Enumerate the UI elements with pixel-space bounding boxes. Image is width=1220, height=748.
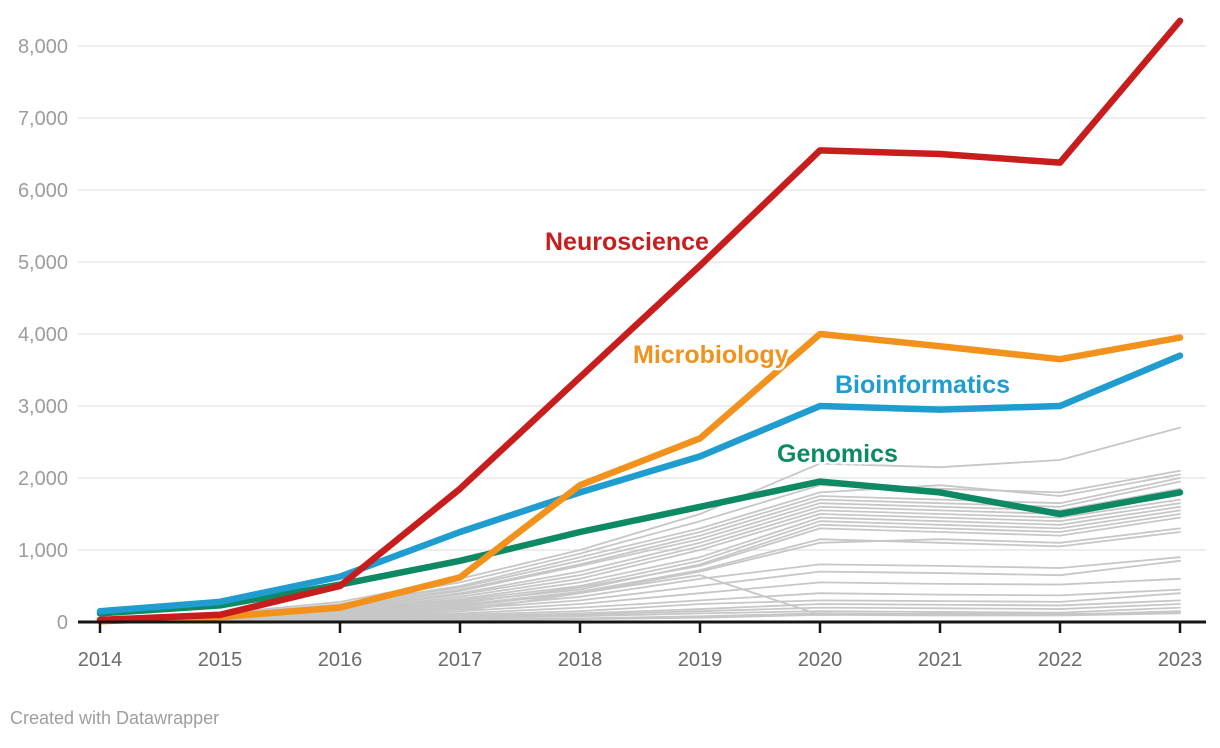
datawrapper-attribution: Created with Datawrapper (10, 708, 220, 728)
y-axis-tick-label: 0 (57, 612, 68, 634)
x-axis-tick-label: 2014 (78, 649, 123, 671)
series-label-microbiology: Microbiology (633, 341, 789, 369)
x-axis-tick-label: 2018 (558, 649, 603, 671)
y-axis-tick-label: 5,000 (18, 252, 68, 274)
x-axis-tick-label: 2016 (318, 649, 363, 671)
x-axis-tick-label: 2022 (1038, 649, 1083, 671)
series-line-genomics[interactable] (96, 478, 1184, 617)
y-axis-tick-label: 3,000 (18, 396, 68, 418)
series-label-bioinformatics: Bioinformatics (835, 371, 1010, 399)
series-label-neuroscience: Neuroscience (545, 228, 709, 256)
y-axis-tick-label: 6,000 (18, 180, 68, 202)
y-axis-tick-label: 8,000 (18, 36, 68, 58)
x-axis-tick-label: 2020 (798, 649, 843, 671)
y-axis-tick-label: 4,000 (18, 324, 68, 346)
series-line-microbiology[interactable] (96, 330, 1184, 625)
x-axis-tick-label: 2021 (918, 649, 963, 671)
x-axis-tick-label: 2023 (1158, 649, 1203, 671)
y-axis-tick-label: 1,000 (18, 540, 68, 562)
x-axis-tick-label: 2015 (198, 649, 243, 671)
y-axis-tick-label: 2,000 (18, 468, 68, 490)
series-line-bioinformatics[interactable] (96, 352, 1184, 615)
series-line-neuroscience[interactable] (96, 17, 1184, 624)
x-axis-tick-label: 2019 (678, 649, 723, 671)
series-label-genomics: Genomics (777, 440, 898, 468)
x-axis-tick-label: 2017 (438, 649, 483, 671)
y-axis-tick-label: 7,000 (18, 108, 68, 130)
background-series-line (99, 426, 1181, 620)
